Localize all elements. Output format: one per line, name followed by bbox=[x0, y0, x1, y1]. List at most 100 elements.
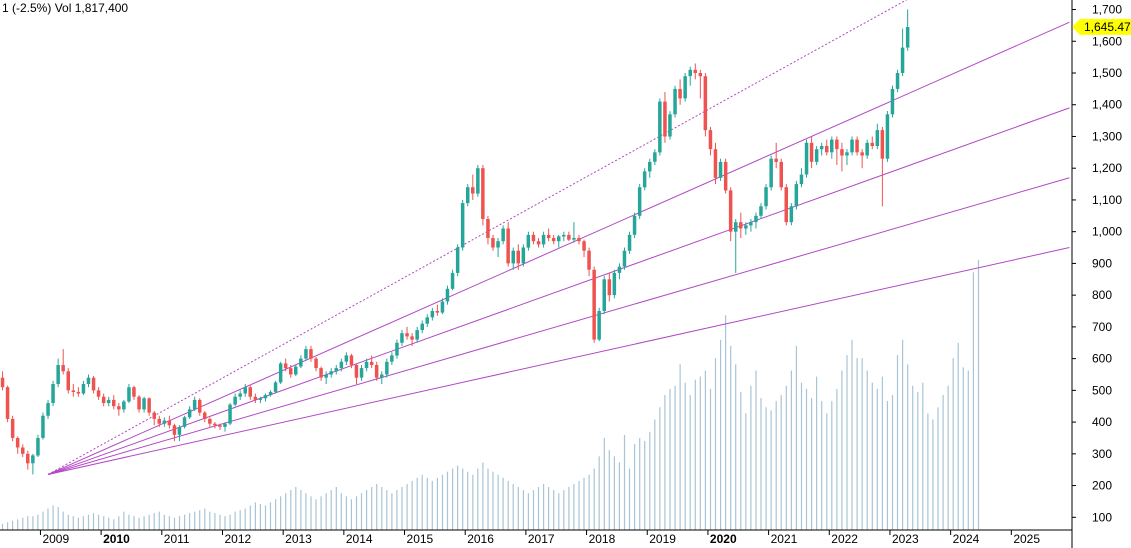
volume-bar bbox=[310, 496, 312, 531]
candle-body bbox=[314, 358, 318, 369]
volume-bar bbox=[133, 516, 135, 530]
volume-bar bbox=[421, 474, 423, 530]
candle-body bbox=[410, 336, 414, 340]
candle-body bbox=[208, 418, 212, 424]
candle-body bbox=[825, 146, 829, 153]
candle-body bbox=[96, 390, 101, 397]
volume-bar bbox=[143, 516, 145, 530]
volume-bar bbox=[537, 487, 540, 530]
volume-bar bbox=[745, 413, 747, 530]
candle-body bbox=[592, 269, 596, 340]
y-tick-label: 1,300 bbox=[1092, 129, 1122, 143]
volume-bar bbox=[846, 355, 848, 530]
volume-bar bbox=[189, 513, 191, 530]
volume-bar bbox=[896, 355, 899, 530]
candle-body bbox=[51, 384, 55, 403]
volume-bar bbox=[269, 502, 272, 530]
candle-body bbox=[587, 250, 591, 270]
candle-body bbox=[819, 146, 824, 150]
volume-bar bbox=[831, 401, 833, 530]
candle-body bbox=[754, 215, 758, 223]
candle-body bbox=[329, 371, 333, 375]
candle-body bbox=[283, 363, 288, 369]
volume-bar bbox=[730, 345, 732, 530]
x-tick-label: 2018 bbox=[589, 532, 616, 546]
candle-body bbox=[152, 412, 156, 419]
candle-body bbox=[460, 203, 465, 248]
candle-body bbox=[759, 206, 763, 216]
volume-bar bbox=[259, 503, 261, 530]
volume-bar bbox=[199, 510, 201, 530]
volume-bar bbox=[285, 493, 287, 530]
x-tick-label: 2016 bbox=[467, 532, 494, 546]
candle-body bbox=[744, 225, 748, 229]
volume-bar bbox=[441, 474, 444, 530]
volume-bar bbox=[118, 516, 120, 530]
candle-body bbox=[112, 399, 116, 407]
volume-bar bbox=[699, 376, 701, 530]
x-tick-label: 2020 bbox=[710, 532, 737, 546]
candle-body bbox=[86, 377, 91, 384]
candle-body bbox=[61, 365, 65, 372]
candle-body bbox=[354, 365, 359, 378]
candle-body bbox=[471, 187, 475, 194]
volume-bar bbox=[588, 474, 590, 530]
last-price-marker: 1,645.47 bbox=[1072, 18, 1131, 35]
chart-header-info: 1 (-2.5%) Vol 1,817,400 bbox=[0, 0, 131, 16]
volume-bar bbox=[866, 370, 868, 530]
candle-body bbox=[349, 355, 354, 365]
candle-body bbox=[91, 377, 96, 391]
x-tick-label: 2010 bbox=[103, 532, 130, 546]
volume-bar bbox=[725, 315, 727, 530]
volume-bar bbox=[52, 505, 54, 530]
x-tick-label: 2012 bbox=[224, 532, 251, 546]
volume-bar bbox=[977, 260, 980, 530]
volume-bar bbox=[148, 514, 150, 530]
candle-body bbox=[253, 396, 258, 400]
candle-body bbox=[127, 387, 131, 402]
volume-bar bbox=[209, 511, 211, 530]
volume-bar bbox=[780, 395, 782, 530]
volume-bar bbox=[512, 484, 514, 530]
candle-body bbox=[845, 152, 849, 156]
candle-body bbox=[0, 377, 5, 388]
candle-body bbox=[157, 418, 161, 424]
candle-body bbox=[653, 152, 657, 162]
y-tick-label: 100 bbox=[1092, 510, 1112, 524]
candle-body bbox=[213, 423, 217, 426]
volume-bar bbox=[67, 514, 69, 530]
y-tick-label: 1,100 bbox=[1092, 193, 1122, 207]
candle-body bbox=[31, 455, 35, 464]
fan-line-2 bbox=[47, 21, 1070, 475]
volume-bar bbox=[623, 434, 626, 530]
candle-body bbox=[703, 76, 708, 131]
candle-body bbox=[71, 390, 76, 392]
candle-body bbox=[243, 387, 247, 394]
candle-body bbox=[273, 382, 278, 392]
volume-bar bbox=[103, 516, 105, 530]
candle-body bbox=[106, 399, 111, 404]
volume-bar bbox=[522, 490, 524, 530]
volume-bar bbox=[12, 520, 14, 530]
volume-bar bbox=[836, 388, 838, 530]
volume-bar bbox=[482, 462, 484, 530]
candle-body bbox=[809, 142, 814, 162]
volume-bar bbox=[300, 490, 302, 530]
volume-bar bbox=[7, 522, 9, 530]
volume-bar bbox=[755, 370, 757, 530]
candle-body bbox=[324, 374, 328, 378]
volume-bar bbox=[517, 487, 519, 530]
fan-line-5 bbox=[47, 247, 1070, 475]
volume-bar bbox=[532, 490, 535, 530]
candle-body bbox=[21, 447, 25, 454]
candle-body bbox=[562, 234, 566, 237]
volume-bar bbox=[527, 493, 529, 530]
candle-body bbox=[455, 247, 460, 273]
volume-bar bbox=[280, 496, 282, 531]
volume-bar bbox=[108, 517, 110, 530]
candle-body bbox=[218, 425, 222, 427]
candle-body bbox=[359, 368, 364, 378]
candle-body bbox=[380, 374, 384, 378]
volume-bar bbox=[396, 490, 398, 530]
